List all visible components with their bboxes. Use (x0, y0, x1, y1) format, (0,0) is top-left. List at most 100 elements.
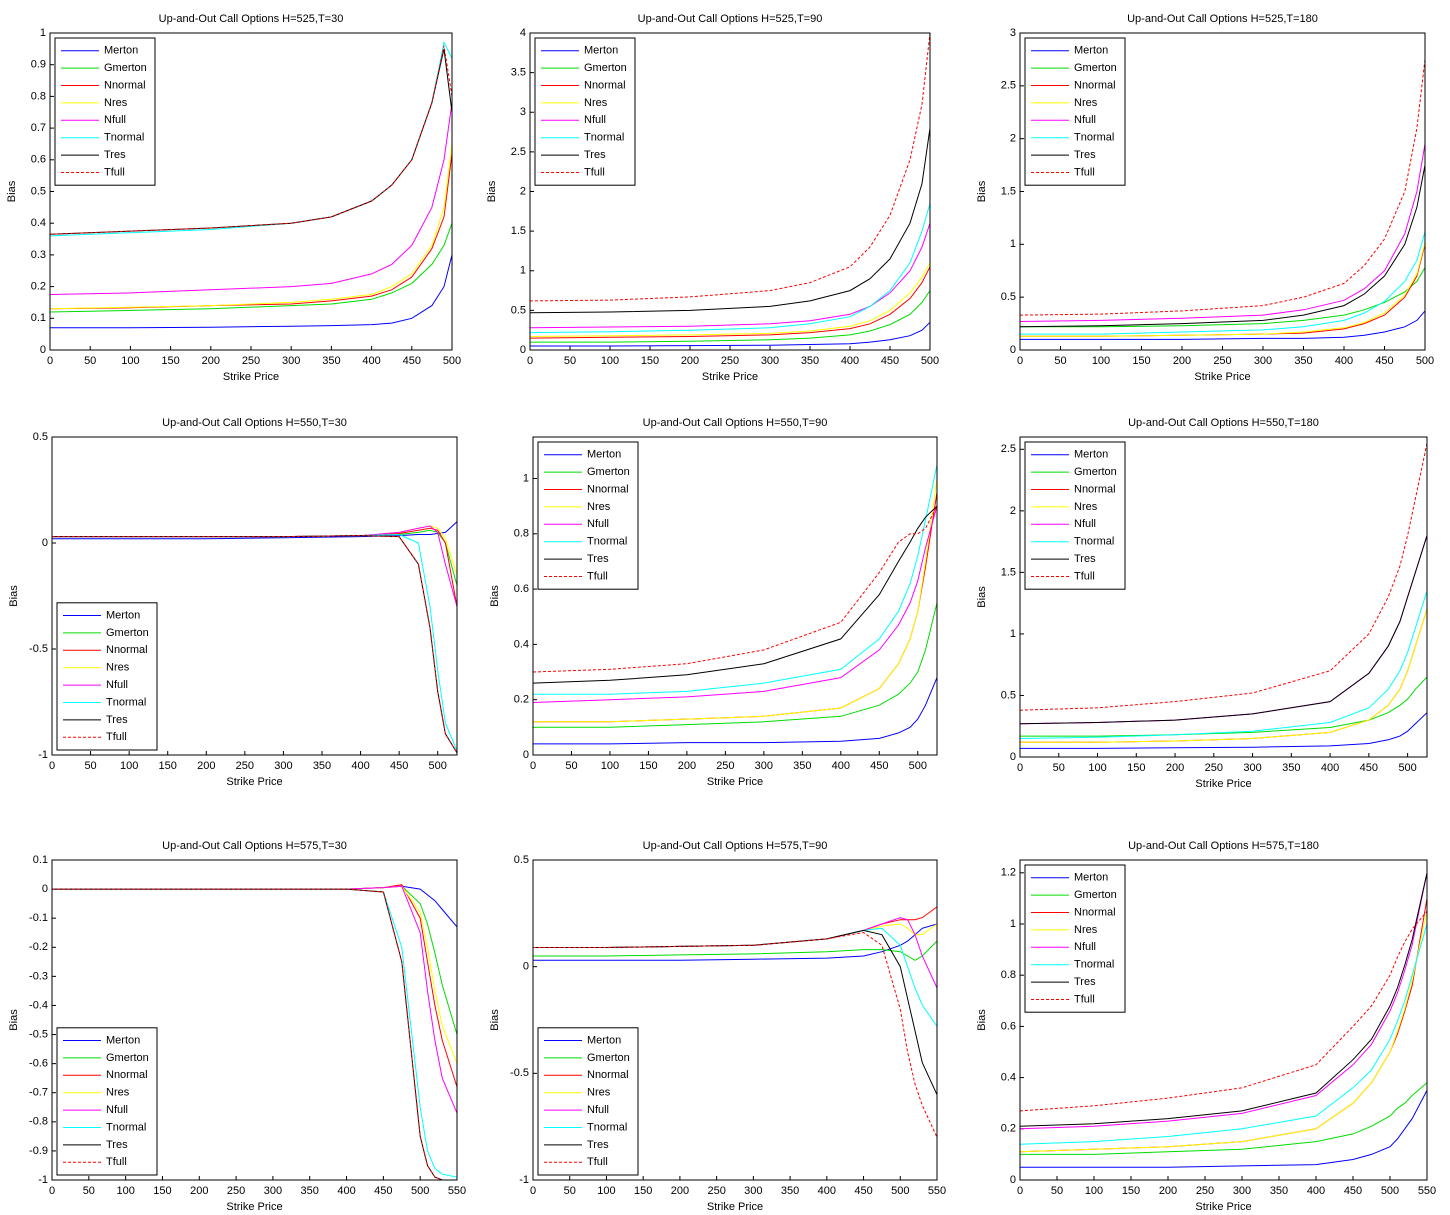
y-tick-label: 2 (520, 185, 526, 197)
x-tick-label: 400 (1335, 355, 1353, 367)
legend-label: Tfull (1074, 570, 1095, 582)
y-tick-label: 2 (1010, 505, 1016, 517)
legend-label: Nnormal (106, 1069, 148, 1081)
legend-label: Tfull (1074, 166, 1095, 178)
x-tick-label: 200 (678, 760, 696, 772)
y-tick-label: -0.4 (29, 999, 48, 1011)
legend-label: Tfull (104, 166, 125, 178)
x-tick-label: 50 (564, 355, 576, 367)
y-tick-label: 0 (520, 344, 526, 356)
legend-label: Nfull (106, 679, 128, 691)
x-tick-label: 100 (601, 760, 619, 772)
chart-title: Up-and-Out Call Options H=525,T=30 (159, 13, 344, 25)
legend-box (1025, 865, 1125, 1012)
y-tick-label: 0 (523, 961, 529, 973)
y-axis-label: Bias (486, 180, 498, 202)
x-tick-label: 0 (530, 1185, 536, 1197)
x-tick-label: 100 (116, 1185, 134, 1197)
legend-label: Tfull (1074, 993, 1095, 1005)
legend-label: Tres (587, 553, 609, 565)
x-tick-label: 0 (1017, 1185, 1023, 1197)
legend-label: Nres (584, 97, 608, 109)
x-tick-label: 100 (601, 355, 619, 367)
legend-box (535, 38, 635, 185)
y-axis-label: Bias (8, 585, 20, 607)
x-tick-label: 350 (313, 760, 331, 772)
x-tick-label: 200 (197, 760, 215, 772)
x-tick-label: 100 (597, 1185, 615, 1197)
x-tick-label: 350 (322, 355, 340, 367)
y-tick-label: 1.5 (511, 225, 526, 237)
y-tick-label: 0.4 (31, 217, 46, 229)
x-tick-label: 50 (84, 760, 96, 772)
y-tick-label: 0.1 (33, 854, 48, 866)
y-tick-label: 0.6 (31, 154, 46, 166)
y-tick-label: 0.4 (1001, 1072, 1016, 1084)
chart-title: Up-and-Out Call Options H=525,T=90 (638, 13, 823, 25)
x-tick-label: 350 (793, 760, 811, 772)
legend-box (57, 603, 157, 750)
legend-label: Merton (1074, 45, 1108, 57)
x-tick-label: 0 (49, 760, 55, 772)
y-tick-label: 1 (520, 265, 526, 277)
legend-label: Tfull (587, 1156, 608, 1168)
x-tick-label: 100 (1085, 1185, 1103, 1197)
x-tick-label: 200 (1166, 762, 1184, 774)
y-tick-label: 1.2 (1001, 867, 1016, 879)
x-tick-label: 250 (227, 1185, 245, 1197)
legend-label: Gmerton (1074, 466, 1117, 478)
y-tick-label: -0.3 (29, 970, 48, 982)
x-axis-label: Strike Price (707, 776, 763, 788)
y-tick-label: 1.5 (1001, 566, 1016, 578)
y-axis-label: Bias (6, 180, 18, 202)
y-tick-label: 0.5 (1001, 291, 1016, 303)
chart-title: Up-and-Out Call Options H=575,T=30 (162, 840, 347, 852)
x-tick-label: 450 (403, 355, 421, 367)
x-tick-label: 500 (411, 1185, 429, 1197)
legend-label: Tnormal (104, 132, 144, 144)
y-tick-label: 0.8 (514, 528, 529, 540)
y-tick-label: 1 (1010, 628, 1016, 640)
x-tick-label: 250 (716, 760, 734, 772)
y-axis-label: Bias (489, 1009, 501, 1031)
y-tick-label: 0.7 (31, 122, 46, 134)
legend-label: Tfull (587, 570, 608, 582)
legend-label: Tres (104, 149, 126, 161)
y-tick-label: 0.5 (33, 431, 48, 443)
chart-title: Up-and-Out Call Options H=550,T=180 (1128, 417, 1319, 429)
y-tick-label: 0 (1010, 344, 1016, 356)
legend-label: Tres (584, 149, 606, 161)
chart-grid: Up-and-Out Call Options H=525,T=30 Strike… (0, 0, 1450, 1215)
legend-box (538, 1028, 638, 1175)
legend-label: Gmerton (106, 1052, 149, 1064)
x-tick-label: 200 (190, 1185, 208, 1197)
x-tick-label: 400 (1321, 762, 1339, 774)
x-tick-label: 50 (1051, 1185, 1063, 1197)
legend-label: Tnormal (587, 536, 627, 548)
y-tick-label: 0 (40, 344, 46, 356)
y-tick-label: -1 (38, 749, 48, 761)
y-tick-label: -0.5 (29, 1028, 48, 1040)
y-tick-label: 0.5 (1001, 689, 1016, 701)
x-axis-label: Strike Price (707, 1201, 763, 1213)
x-tick-label: 500 (891, 1185, 909, 1197)
legend-box (57, 1028, 157, 1175)
legend-label: Gmerton (587, 466, 630, 478)
x-tick-label: 150 (1122, 1185, 1140, 1197)
legend-label: Nfull (587, 1104, 609, 1116)
x-tick-label: 450 (374, 1185, 392, 1197)
legend-label: Tres (587, 1139, 609, 1151)
legend-label: Nnormal (1074, 483, 1116, 495)
y-tick-label: 0.2 (31, 281, 46, 293)
y-tick-label: -0.9 (29, 1145, 48, 1157)
x-tick-label: 500 (429, 760, 447, 772)
x-tick-label: 350 (1270, 1185, 1288, 1197)
y-axis-label: Bias (8, 1009, 20, 1031)
x-tick-label: 150 (159, 760, 177, 772)
legend-label: Gmerton (1074, 889, 1117, 901)
x-tick-label: 450 (390, 760, 408, 772)
y-tick-label: 0.9 (31, 59, 46, 71)
legend-label: Nfull (1074, 941, 1096, 953)
y-axis-label: Bias (489, 585, 501, 607)
y-tick-label: -1 (519, 1174, 529, 1186)
